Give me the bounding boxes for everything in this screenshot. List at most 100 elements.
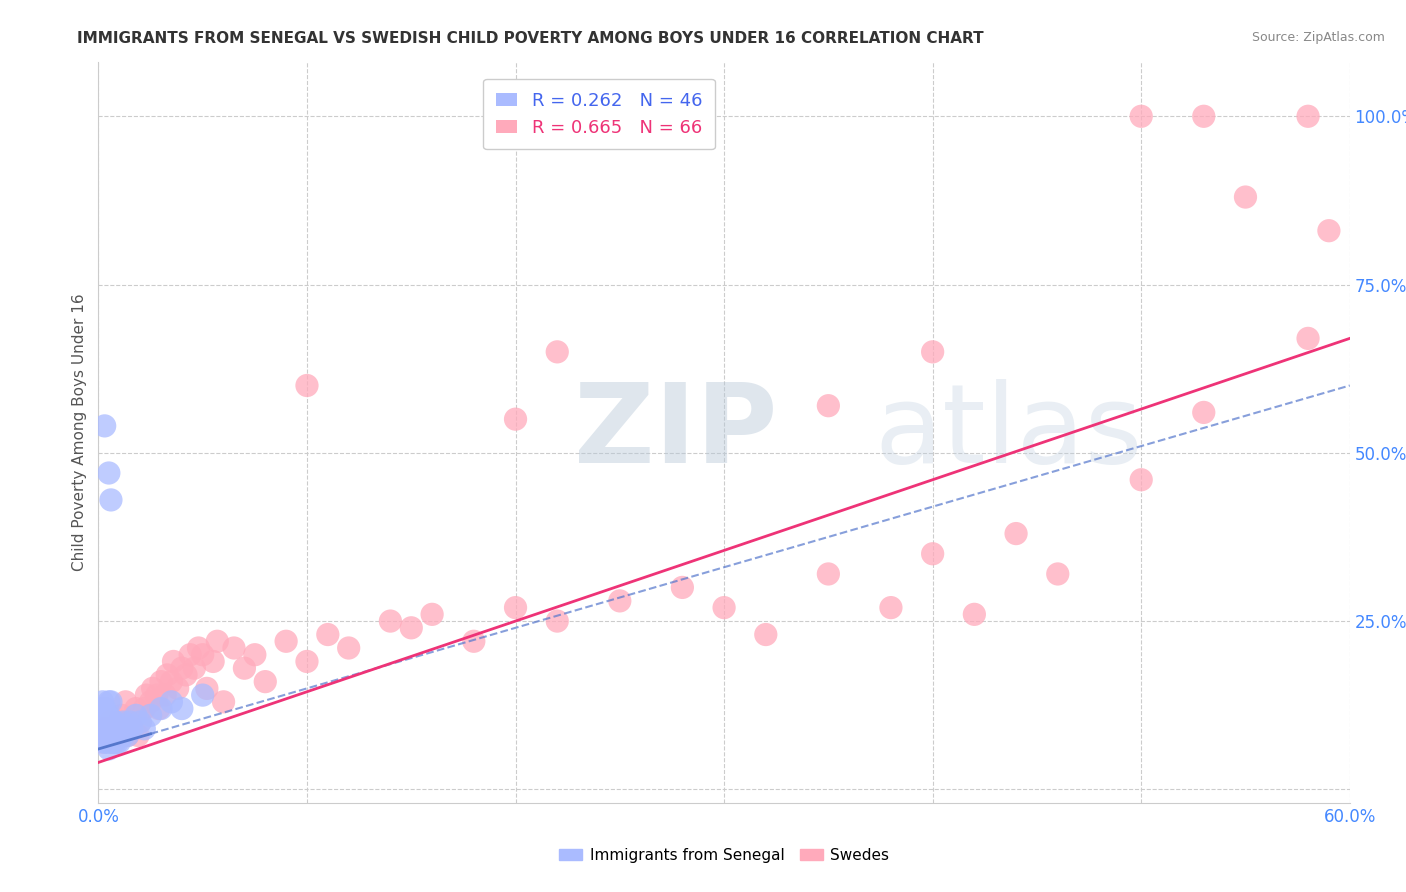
Point <box>713 600 735 615</box>
Point <box>118 714 141 729</box>
Point <box>100 714 122 729</box>
Point <box>114 695 136 709</box>
Point <box>295 378 318 392</box>
Point <box>112 729 135 743</box>
Point <box>97 729 120 743</box>
Legend: Immigrants from Senegal, Swedes: Immigrants from Senegal, Swedes <box>553 842 896 869</box>
Point <box>114 722 136 736</box>
Point <box>316 627 339 641</box>
Point <box>195 681 218 696</box>
Point <box>91 729 114 743</box>
Point <box>105 729 128 743</box>
Point <box>207 634 229 648</box>
Point <box>91 695 114 709</box>
Point <box>148 701 170 715</box>
Point <box>96 729 118 743</box>
Point <box>166 681 188 696</box>
Point <box>100 695 122 709</box>
Point <box>160 695 183 709</box>
Point <box>142 681 165 696</box>
Point <box>97 742 120 756</box>
Point <box>125 701 148 715</box>
Point <box>921 547 943 561</box>
Point <box>97 466 120 480</box>
Text: IMMIGRANTS FROM SENEGAL VS SWEDISH CHILD POVERTY AMONG BOYS UNDER 16 CORRELATION: IMMIGRANTS FROM SENEGAL VS SWEDISH CHILD… <box>77 31 984 46</box>
Point <box>108 735 131 749</box>
Point <box>96 735 118 749</box>
Point <box>179 648 201 662</box>
Point <box>187 640 209 655</box>
Point <box>755 627 778 641</box>
Point <box>105 735 128 749</box>
Point <box>139 708 162 723</box>
Point <box>174 668 197 682</box>
Point <box>1317 224 1340 238</box>
Point <box>191 688 214 702</box>
Point <box>112 722 135 736</box>
Point <box>222 640 245 655</box>
Point <box>233 661 256 675</box>
Point <box>93 735 115 749</box>
Point <box>505 600 527 615</box>
Point <box>127 729 149 743</box>
Point <box>963 607 986 622</box>
Point <box>1192 405 1215 419</box>
Point <box>162 655 184 669</box>
Point <box>274 634 298 648</box>
Y-axis label: Child Poverty Among Boys Under 16: Child Poverty Among Boys Under 16 <box>72 293 87 572</box>
Point <box>104 735 127 749</box>
Point <box>153 688 176 702</box>
Point <box>139 695 162 709</box>
Point <box>97 729 120 743</box>
Point <box>1296 109 1319 123</box>
Point <box>1192 109 1215 123</box>
Point <box>104 714 127 729</box>
Point <box>97 708 120 723</box>
Point <box>91 708 114 723</box>
Point <box>817 566 839 581</box>
Point <box>121 722 143 736</box>
Point <box>112 714 135 729</box>
Point <box>89 701 111 715</box>
Point <box>150 674 173 689</box>
Point <box>100 735 122 749</box>
Text: atlas: atlas <box>875 379 1143 486</box>
Point <box>108 714 131 729</box>
Point <box>243 648 266 662</box>
Point <box>337 640 360 655</box>
Point <box>134 701 156 715</box>
Point <box>1005 526 1028 541</box>
Point <box>97 695 120 709</box>
Point <box>505 412 527 426</box>
Point <box>202 655 225 669</box>
Point <box>170 701 193 715</box>
Point <box>135 688 157 702</box>
Point <box>108 722 131 736</box>
Point <box>101 735 124 749</box>
Point <box>463 634 485 648</box>
Point <box>93 714 115 729</box>
Point <box>118 714 141 729</box>
Point <box>401 621 423 635</box>
Point <box>100 492 122 507</box>
Point <box>129 714 152 729</box>
Point <box>1234 190 1257 204</box>
Point <box>380 614 402 628</box>
Point <box>96 714 118 729</box>
Point <box>1296 331 1319 345</box>
Point <box>129 714 152 729</box>
Point <box>101 735 124 749</box>
Point <box>146 688 169 702</box>
Point <box>212 695 235 709</box>
Point <box>295 655 318 669</box>
Point <box>110 708 132 723</box>
Point <box>671 581 693 595</box>
Point <box>91 722 114 736</box>
Point <box>104 722 127 736</box>
Point <box>609 594 631 608</box>
Point <box>817 399 839 413</box>
Point <box>125 708 148 723</box>
Point <box>89 729 111 743</box>
Point <box>880 600 903 615</box>
Point <box>97 722 120 736</box>
